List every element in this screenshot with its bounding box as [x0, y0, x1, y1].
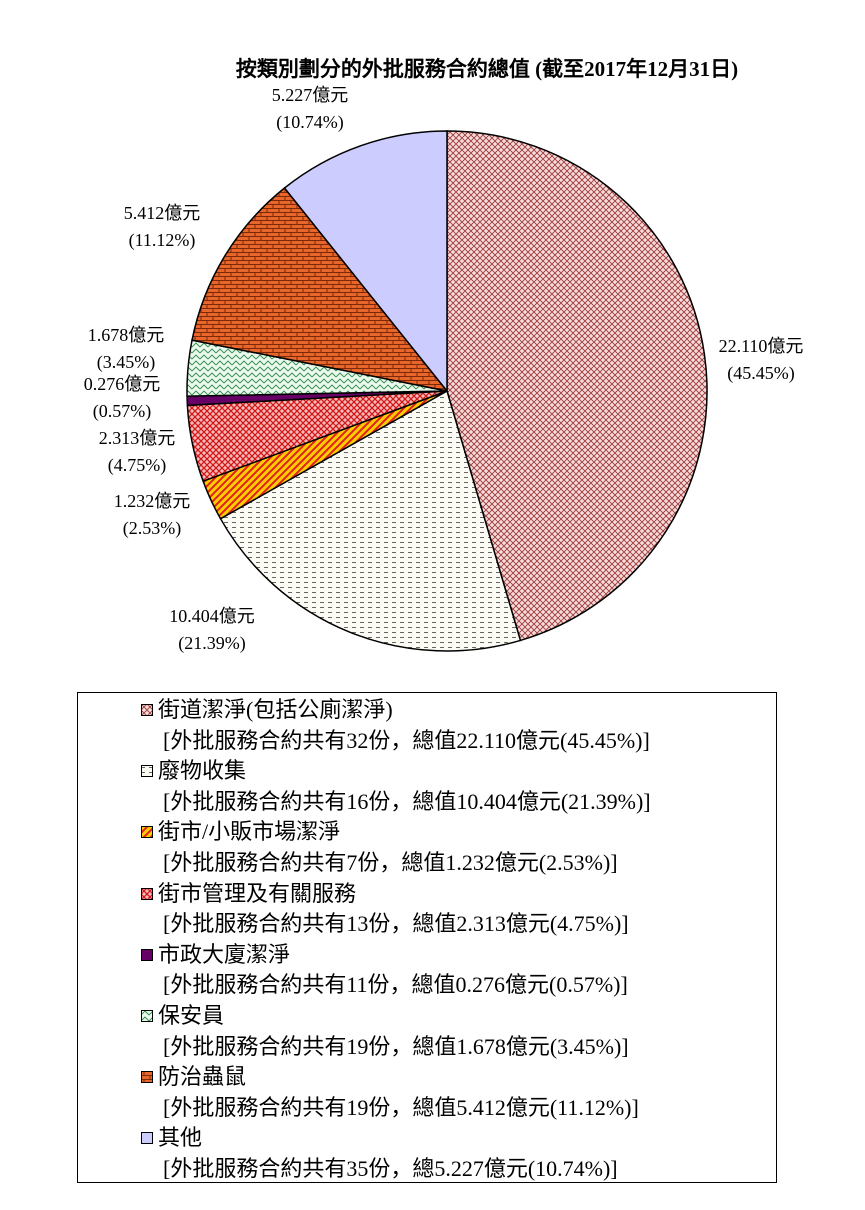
pie-slice — [191, 186, 449, 393]
legend-description: [外批服務合約共有7份，總值1.232億元(2.53%)] — [163, 849, 618, 875]
legend: 街道潔淨(包括公廁潔淨) [外批服務合約共有32份，總值22.110億元(45.4… — [77, 692, 777, 1183]
legend-swatch — [141, 1071, 153, 1084]
slice-label: 10.404億元 (21.39%) — [169, 606, 255, 654]
legend-label: 街道潔淨(包括公廁潔淨) — [158, 697, 393, 722]
legend-label: 防治蟲鼠 — [158, 1064, 247, 1090]
slice-value-label: 1.678億元 — [88, 325, 165, 345]
legend-swatch — [141, 1132, 153, 1145]
slice-label: 22.110億元 (45.45%) — [719, 336, 804, 384]
legend-label: 市政大廈潔淨 — [158, 941, 291, 967]
pie-chart: 按類別劃分的外批服務合約總值 (截至2017年12月31日) 22.110億元 (… — [84, 57, 804, 654]
pie-slice — [446, 130, 708, 642]
slice-percent-label: (4.75%) — [108, 455, 166, 476]
legend-item: 街市管理及有關服務 [外批服務合約共有13份，總值2.313億元(4.75%)] — [78, 879, 776, 940]
slice-percent-label: (10.74%) — [276, 112, 343, 133]
legend-description: [外批服務合約共有35份，總5.227億元(10.74%)] — [163, 1155, 618, 1181]
legend-swatch — [141, 887, 153, 900]
slice-value-label: 5.227億元 — [272, 85, 349, 105]
legend-item: 市政大廈潔淨 [外批服務合約共有11份，總值0.276億元(0.57%)] — [78, 940, 776, 1001]
slice-percent-label: (3.45%) — [97, 352, 155, 373]
legend-swatch — [141, 948, 153, 961]
legend-description: [外批服務合約共有32份，總值22.110億元(45.45%)] — [163, 727, 650, 753]
legend-description: [外批服務合約共有19份，總值5.412億元(11.12%)] — [163, 1094, 639, 1120]
slice-label: 5.227億元 (10.74%) — [272, 85, 349, 133]
legend-item: 廢物收集 [外批服務合約共有16份，總值10.404億元(21.39%)] — [78, 756, 776, 817]
legend-item: 街道潔淨(包括公廁潔淨) [外批服務合約共有32份，總值22.110億元(45.4… — [78, 695, 776, 756]
legend-label: 其他 — [158, 1125, 203, 1151]
slice-value-label: 10.404億元 — [169, 606, 255, 626]
slice-value-label: 22.110億元 — [719, 336, 804, 356]
slice-label: 2.313億元 (4.75%) — [99, 428, 176, 476]
slice-percent-label: (21.39%) — [178, 633, 245, 654]
slice-value-label: 1.232億元 — [114, 491, 191, 511]
legend-item: 街市/小販市場潔淨 [外批服務合約共有7份，總值1.232億元(2.53%)] — [78, 817, 776, 878]
legend-swatch — [141, 826, 153, 839]
legend-swatch — [141, 1009, 153, 1022]
pie-slice — [219, 389, 522, 652]
slice-label: 1.678億元 (3.45%) — [88, 325, 165, 373]
slice-label: 5.412億元 (11.12%) — [124, 203, 201, 251]
slice-value-label: 5.412億元 — [124, 203, 201, 223]
legend-label: 保安員 — [158, 1002, 225, 1028]
slice-percent-label: (0.57%) — [93, 401, 151, 422]
pie-slices — [186, 130, 708, 652]
slice-percent-label: (2.53%) — [123, 518, 181, 539]
chart-title: 按類別劃分的外批服務合約總值 (截至2017年12月31日) — [236, 57, 738, 81]
legend-description: [外批服務合約共有16份，總值10.404億元(21.39%)] — [163, 788, 651, 814]
legend-label: 街市/小販市場潔淨 — [158, 819, 341, 845]
slice-labels: 22.110億元 (45.45%) 10.404億元 (21.39%) 1.232億元 (… — [84, 85, 804, 654]
slice-label: 1.232億元 (2.53%) — [114, 491, 191, 539]
legend-item: 保安員 [外批服務合約共有19份，總值1.678億元(3.45%)] — [78, 1001, 776, 1062]
legend-swatch — [141, 765, 153, 778]
slice-value-label: 2.313億元 — [99, 428, 176, 448]
slice-percent-label: (11.12%) — [129, 230, 196, 251]
slice-value-label: 0.276億元 — [84, 374, 161, 394]
legend-label: 廢物收集 — [158, 758, 247, 784]
legend-description: [外批服務合約共有13份，總值2.313億元(4.75%)] — [163, 911, 629, 937]
legend-swatch — [141, 704, 153, 716]
legend-description: [外批服務合約共有11份，總值0.276億元(0.57%)] — [163, 972, 628, 998]
slice-percent-label: (45.45%) — [727, 363, 794, 384]
slice-label: 0.276億元 (0.57%) — [84, 374, 161, 422]
legend-item: 其他 [外批服務合約共有35份，總5.227億元(10.74%)] — [78, 1123, 776, 1184]
pie-slice — [283, 130, 448, 394]
legend-item: 防治蟲鼠 [外批服務合約共有19份，總值5.412億元(11.12%)] — [78, 1062, 776, 1123]
legend-label: 街市管理及有關服務 — [158, 880, 357, 906]
legend-description: [外批服務合約共有19份，總值1.678億元(3.45%)] — [163, 1033, 629, 1059]
